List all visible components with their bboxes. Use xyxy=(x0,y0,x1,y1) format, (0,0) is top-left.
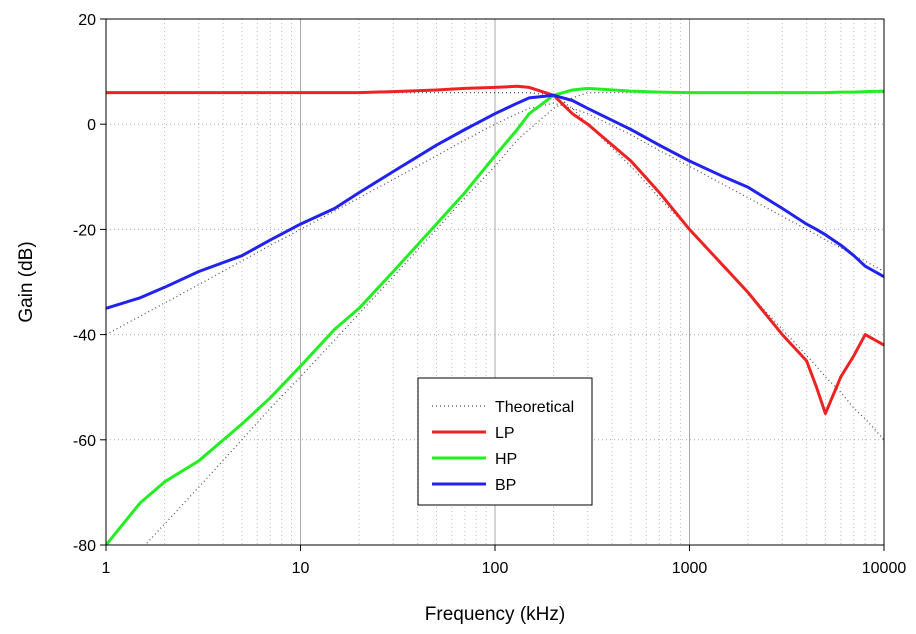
x-axis-label: Frequency (kHz) xyxy=(425,604,565,625)
y-tick-label: 20 xyxy=(78,12,96,29)
y-tick-label: -40 xyxy=(73,328,96,345)
legend-label: HP xyxy=(495,451,517,468)
y-axis-label: Gain (dB) xyxy=(16,241,37,322)
y-tick-label: -80 xyxy=(73,538,96,555)
line xyxy=(106,93,884,310)
x-tick-label: 1 xyxy=(102,560,111,577)
x-tick-label: 1000 xyxy=(672,560,708,577)
x-tick-label: 10 xyxy=(292,560,310,577)
y-tick-label: 0 xyxy=(87,117,96,134)
plot-area xyxy=(106,84,884,545)
plot-frame xyxy=(105,18,885,546)
legend-label: Theoretical xyxy=(495,399,574,416)
y-tick-label: -20 xyxy=(73,222,96,239)
legend-label: LP xyxy=(495,425,515,442)
x-tick-label: 100 xyxy=(482,560,509,577)
legend-label: BP xyxy=(495,477,516,494)
y-tick-label: -60 xyxy=(73,433,96,450)
x-tick-label: 10000 xyxy=(862,560,907,577)
line xyxy=(106,102,884,336)
